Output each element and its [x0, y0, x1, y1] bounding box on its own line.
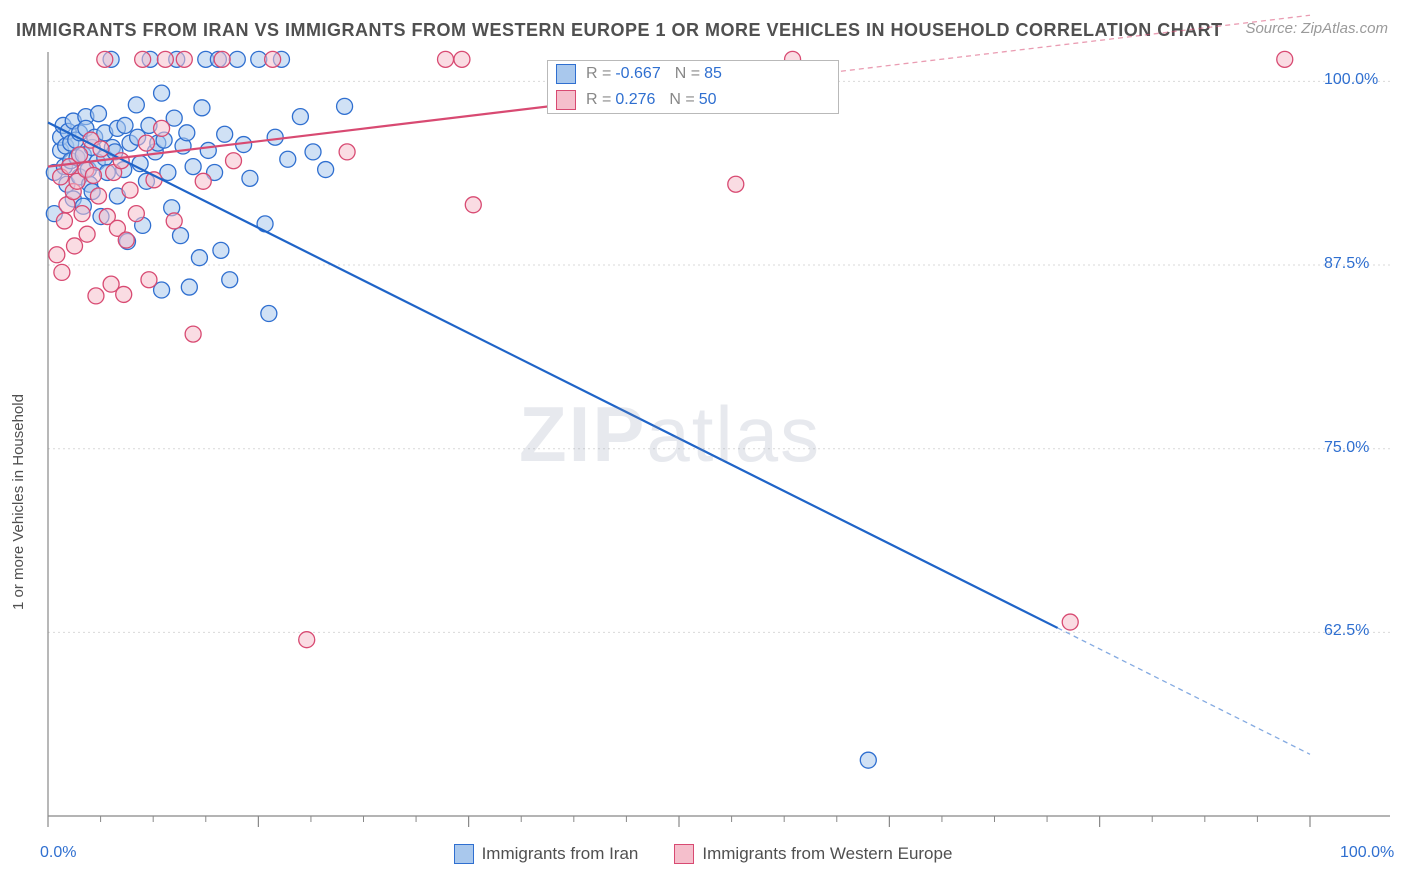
- y-tick-label: 62.5%: [1324, 622, 1369, 640]
- stat-row-iran: R = -0.667N = 85: [548, 61, 838, 87]
- y-tick-label: 75.0%: [1324, 439, 1369, 457]
- legend-item-weur: Immigrants from Western Europe: [674, 844, 952, 864]
- legend-label: Immigrants from Western Europe: [702, 844, 952, 864]
- y-tick-label: 87.5%: [1324, 255, 1369, 273]
- stats-legend-box: R = -0.667N = 85R = 0.276N = 50: [547, 60, 839, 114]
- y-tick-label: 100.0%: [1324, 71, 1378, 89]
- stat-row-weur: R = 0.276N = 50: [548, 87, 838, 113]
- bottom-legend: Immigrants from Iran Immigrants from West…: [0, 844, 1406, 869]
- legend-item-iran: Immigrants from Iran: [454, 844, 639, 864]
- scatter-chart: [0, 0, 1406, 892]
- legend-label: Immigrants from Iran: [482, 844, 639, 864]
